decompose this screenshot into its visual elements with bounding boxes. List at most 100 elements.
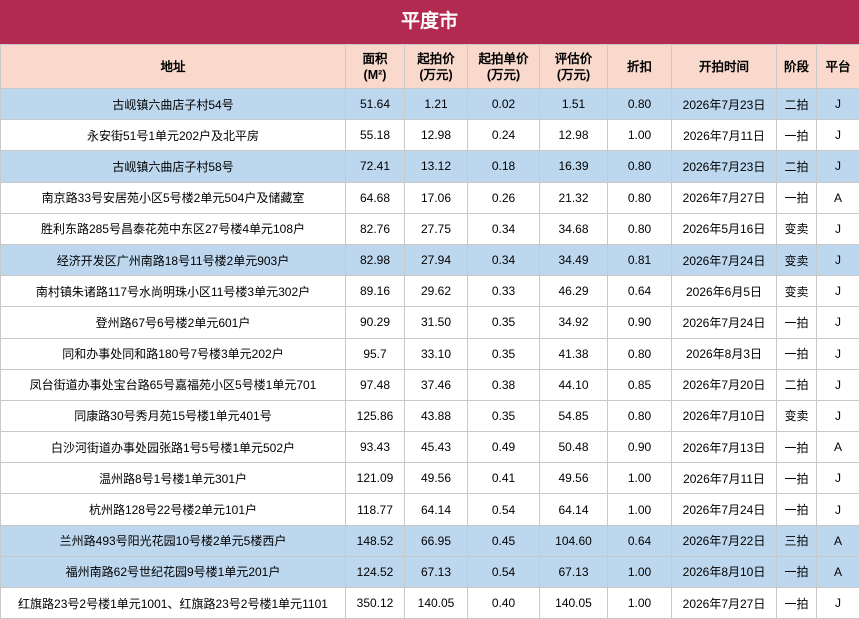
- table-cell: 67.13: [539, 555, 608, 589]
- table-cell: 2026年5月16日: [671, 212, 777, 245]
- table-cell: 0.81: [607, 243, 672, 277]
- table-cell: 27.94: [404, 243, 468, 277]
- table-row: 兰州路493号阳光花园10号楼2单元5楼西户 148.52 66.95 0.45 104…: [0, 524, 859, 557]
- table-cell: 二拍: [776, 150, 817, 183]
- table-cell: 一拍: [776, 493, 817, 526]
- table-cell: 杭州路128号22号楼2单元101户: [0, 493, 346, 526]
- table-cell: 同和办事处同和路180号7号楼3单元202户: [0, 337, 346, 370]
- table-cell: 17.06: [404, 181, 468, 214]
- table-cell: 0.54: [467, 493, 540, 526]
- table-cell: 12.98: [539, 119, 608, 152]
- table-cell: 0.80: [607, 87, 672, 121]
- header-cell: 起拍价 (万元): [404, 44, 468, 89]
- table-cell: J: [816, 119, 859, 152]
- header-line: 面积: [362, 51, 388, 66]
- table-cell: 变卖: [776, 399, 817, 433]
- header-line: 开拍时间: [698, 59, 749, 74]
- table-cell: 同康路30号秀月苑15号楼1单元401号: [0, 399, 346, 433]
- table-cell: 0.80: [607, 181, 672, 214]
- header-cell: 起拍单价 (万元): [467, 44, 540, 89]
- table-cell: 350.12: [345, 586, 405, 619]
- table-cell: 66.95: [404, 524, 468, 557]
- table-cell: 64.68: [345, 181, 405, 214]
- table-cell: J: [816, 87, 859, 121]
- table-cell: 2026年7月23日: [671, 150, 777, 183]
- table-cell: 0.40: [467, 586, 540, 619]
- table-cell: 0.80: [607, 212, 672, 245]
- table-cell: 2026年8月10日: [671, 555, 777, 589]
- header-line: (万元): [419, 67, 453, 82]
- table-cell: 121.09: [345, 462, 405, 495]
- table-cell: 1.00: [607, 555, 672, 589]
- table-cell: 90.29: [345, 306, 405, 339]
- header-line: 平台: [825, 59, 851, 74]
- table-row: 永安街51号1单元202户及北平房 55.18 12.98 0.24 12.98 1.00…: [0, 119, 859, 152]
- table-cell: 0.64: [607, 524, 672, 557]
- table-row: 古岘镇六曲店子村54号 51.64 1.21 0.02 1.51 0.80 2026年7月2…: [0, 87, 859, 121]
- table-cell: 1.21: [404, 87, 468, 121]
- table-cell: 64.14: [539, 493, 608, 526]
- table-cell: 胜利东路285号昌泰花苑中东区27号楼4单元108户: [0, 212, 346, 245]
- table-cell: 67.13: [404, 555, 468, 589]
- table-cell: 140.05: [404, 586, 468, 619]
- table-row: 登州路67号6号楼2单元601户 90.29 31.50 0.35 34.92 0.90 2…: [0, 306, 859, 339]
- table-cell: 124.52: [345, 555, 405, 589]
- table-cell: 148.52: [345, 524, 405, 557]
- table-cell: 118.77: [345, 493, 405, 526]
- table-cell: 2026年7月11日: [671, 119, 777, 152]
- table-cell: 三拍: [776, 524, 817, 557]
- table-cell: 0.18: [467, 150, 540, 183]
- table-cell: A: [816, 181, 859, 214]
- table-cell: 34.68: [539, 212, 608, 245]
- table-cell: 变卖: [776, 243, 817, 277]
- header-line: (M²): [363, 67, 387, 82]
- table-cell: 白沙河街道办事处园张路1号5号楼1单元502户: [0, 431, 346, 464]
- header-cell: 评估价 (万元): [539, 44, 608, 89]
- table-cell: 0.34: [467, 243, 540, 277]
- table-row: 福州南路62号世纪花园9号楼1单元201户 124.52 67.13 0.54 67.1…: [0, 555, 859, 589]
- table-cell: 27.75: [404, 212, 468, 245]
- table-cell: 1.00: [607, 462, 672, 495]
- table-row: 温州路8号1号楼1单元301户 121.09 49.56 0.41 49.56 1.00 2…: [0, 462, 859, 495]
- table-cell: 0.90: [607, 306, 672, 339]
- table-cell: 2026年7月27日: [671, 181, 777, 214]
- table-cell: 34.92: [539, 306, 608, 339]
- table-cell: 1.00: [607, 493, 672, 526]
- table-cell: J: [816, 462, 859, 495]
- table-cell: 43.88: [404, 399, 468, 433]
- header-cell: 折扣: [607, 44, 672, 89]
- table-cell: 44.10: [539, 368, 608, 401]
- table-cell: 97.48: [345, 368, 405, 401]
- table-cell: J: [816, 306, 859, 339]
- table-cell: J: [816, 337, 859, 370]
- table-cell: 2026年7月11日: [671, 462, 777, 495]
- table-cell: 变卖: [776, 275, 817, 308]
- table-cell: 41.38: [539, 337, 608, 370]
- table-cell: 2026年7月24日: [671, 243, 777, 277]
- table-cell: 51.64: [345, 87, 405, 121]
- table-cell: 29.62: [404, 275, 468, 308]
- table-cell: 一拍: [776, 337, 817, 370]
- table-cell: 0.49: [467, 431, 540, 464]
- table-cell: 凤台街道办事处宝台路65号嘉福苑小区5号楼1单元701: [0, 368, 346, 401]
- table-cell: J: [816, 586, 859, 619]
- table-cell: 0.85: [607, 368, 672, 401]
- table-cell: 古岘镇六曲店子村54号: [0, 87, 346, 121]
- table-cell: 0.35: [467, 306, 540, 339]
- table-cell: 46.29: [539, 275, 608, 308]
- table-cell: 0.41: [467, 462, 540, 495]
- table-cell: 0.80: [607, 337, 672, 370]
- table-cell: 12.98: [404, 119, 468, 152]
- table-cell: 64.14: [404, 493, 468, 526]
- table-cell: 95.7: [345, 337, 405, 370]
- table-cell: 2026年7月24日: [671, 306, 777, 339]
- table-row: 白沙河街道办事处园张路1号5号楼1单元502户 93.43 45.43 0.49 50.…: [0, 431, 859, 464]
- table-cell: 2026年7月24日: [671, 493, 777, 526]
- table-cell: 2026年7月13日: [671, 431, 777, 464]
- table-cell: 34.49: [539, 243, 608, 277]
- table-cell: 82.76: [345, 212, 405, 245]
- table-row: 同和办事处同和路180号7号楼3单元202户 95.7 33.10 0.35 41.38…: [0, 337, 859, 370]
- table-cell: 一拍: [776, 586, 817, 619]
- table-cell: 0.38: [467, 368, 540, 401]
- table-cell: 南村镇朱诸路117号水尚明珠小区11号楼3单元302户: [0, 275, 346, 308]
